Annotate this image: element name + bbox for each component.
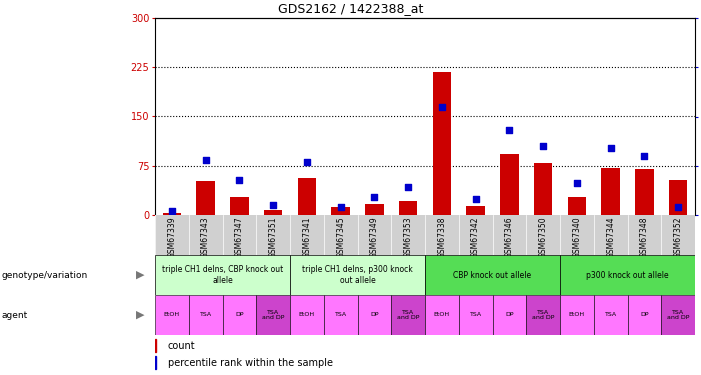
Text: EtOH: EtOH	[164, 312, 180, 318]
Text: GSM67344: GSM67344	[606, 216, 615, 258]
Text: DP: DP	[640, 312, 648, 318]
Bar	[155, 295, 189, 335]
Text: p300 knock out allele: p300 knock out allele	[586, 270, 669, 279]
Point	[335, 204, 346, 210]
Bar	[425, 295, 458, 335]
Bar	[332, 207, 350, 215]
Bar	[493, 295, 526, 335]
Point	[301, 159, 313, 165]
Text: GSM67352: GSM67352	[674, 216, 683, 258]
Text: GSM67349: GSM67349	[370, 216, 379, 258]
Point	[369, 194, 380, 200]
Text: TSA: TSA	[470, 312, 482, 318]
Point	[166, 208, 177, 214]
Text: GSM67342: GSM67342	[471, 216, 480, 258]
Bar	[391, 295, 425, 335]
Text: GSM67338: GSM67338	[437, 216, 447, 258]
Bar	[560, 295, 594, 335]
Text: GSM67350: GSM67350	[538, 216, 547, 258]
Point	[605, 145, 616, 151]
Bar	[257, 295, 290, 335]
Text: percentile rank within the sample: percentile rank within the sample	[168, 358, 332, 368]
Bar	[466, 206, 485, 215]
Bar	[458, 295, 493, 335]
Text: GSM67347: GSM67347	[235, 216, 244, 258]
Bar	[627, 295, 661, 335]
Text: triple CH1 delns, p300 knock
out allele: triple CH1 delns, p300 knock out allele	[302, 265, 413, 285]
Text: GSM67348: GSM67348	[640, 216, 649, 258]
Bar	[230, 196, 249, 215]
Text: GSM67346: GSM67346	[505, 216, 514, 258]
Text: TSA: TSA	[200, 312, 212, 318]
Bar	[155, 255, 290, 295]
Text: ▶: ▶	[136, 270, 144, 280]
Text: GSM67353: GSM67353	[404, 216, 413, 258]
Point	[436, 104, 447, 110]
Text: TSA: TSA	[604, 312, 617, 318]
Bar	[324, 295, 358, 335]
Point	[233, 177, 245, 183]
Point	[268, 202, 279, 208]
Bar	[534, 163, 552, 215]
Bar	[560, 255, 695, 295]
Bar	[196, 181, 215, 215]
Text: TSA
and DP: TSA and DP	[262, 310, 285, 320]
Bar	[526, 295, 560, 335]
Bar	[298, 178, 316, 215]
Text: count: count	[168, 341, 196, 351]
Text: GSM67343: GSM67343	[201, 216, 210, 258]
Bar	[358, 295, 391, 335]
Text: GSM67339: GSM67339	[168, 216, 177, 258]
Bar	[264, 210, 283, 215]
Bar	[568, 196, 586, 215]
Text: ▶: ▶	[136, 310, 144, 320]
Text: TSA: TSA	[334, 312, 347, 318]
Point	[200, 157, 211, 163]
Text: TSA
and DP: TSA and DP	[532, 310, 554, 320]
Bar	[669, 180, 688, 215]
Bar	[425, 255, 560, 295]
Text: EtOH: EtOH	[569, 312, 585, 318]
Bar	[433, 72, 451, 215]
Bar	[661, 295, 695, 335]
Text: DP: DP	[505, 312, 514, 318]
Point	[639, 153, 650, 159]
Bar	[163, 213, 181, 215]
Text: GSM67345: GSM67345	[336, 216, 345, 258]
Point	[672, 204, 683, 210]
Text: agent: agent	[2, 310, 28, 320]
Point	[402, 184, 414, 190]
Text: EtOH: EtOH	[434, 312, 450, 318]
Bar	[594, 295, 627, 335]
Point	[538, 143, 549, 149]
Text: GSM67340: GSM67340	[573, 216, 581, 258]
Bar	[399, 201, 417, 215]
Bar	[222, 295, 257, 335]
Point	[504, 127, 515, 133]
Text: GSM67341: GSM67341	[302, 216, 311, 258]
Bar	[290, 255, 425, 295]
Text: GDS2162 / 1422388_at: GDS2162 / 1422388_at	[278, 2, 423, 15]
Bar	[635, 169, 653, 215]
Text: EtOH: EtOH	[299, 312, 315, 318]
Bar	[290, 295, 324, 335]
Bar	[155, 339, 156, 352]
Point	[571, 180, 583, 186]
Bar	[601, 168, 620, 215]
Bar	[365, 204, 383, 215]
Bar	[155, 356, 156, 369]
Text: TSA
and DP: TSA and DP	[397, 310, 419, 320]
Text: CBP knock out allele: CBP knock out allele	[454, 270, 531, 279]
Text: triple CH1 delns, CBP knock out
allele: triple CH1 delns, CBP knock out allele	[162, 265, 283, 285]
Text: TSA
and DP: TSA and DP	[667, 310, 689, 320]
Bar	[500, 154, 519, 215]
Point	[470, 196, 481, 202]
Text: GSM67351: GSM67351	[268, 216, 278, 258]
Bar	[189, 295, 222, 335]
Text: DP: DP	[370, 312, 379, 318]
Text: DP: DP	[235, 312, 244, 318]
Text: genotype/variation: genotype/variation	[2, 270, 88, 279]
